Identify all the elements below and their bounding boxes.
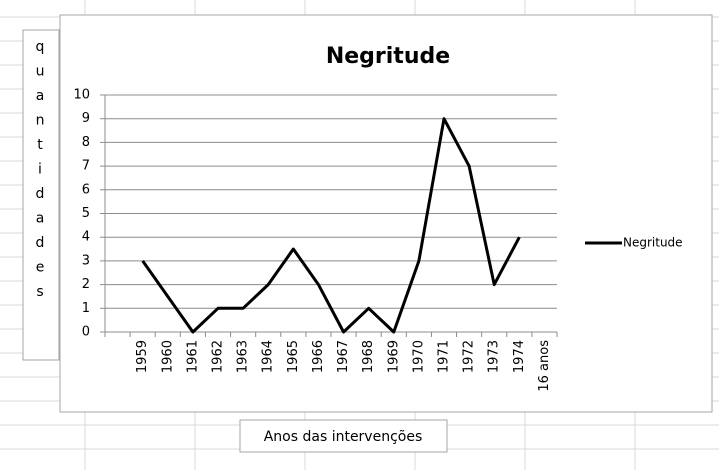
y-tick-label: 1 (82, 301, 90, 316)
x-title-box (239, 419, 448, 453)
x-tick-label: 1962 (211, 340, 226, 373)
x-tick-label: 1973 (487, 340, 502, 373)
y-tick-label: 8 (82, 135, 90, 150)
y-tick-label: 2 (82, 277, 90, 292)
x-tick-label: 1960 (160, 340, 175, 373)
y-tick-label: 5 (82, 206, 90, 221)
y-tick-label: 0 (82, 325, 90, 340)
x-tick-label: 1968 (361, 340, 376, 373)
x-tick-label: 1974 (512, 340, 527, 373)
x-tick-label: 16 anos (537, 340, 552, 392)
x-tick-label: 1964 (261, 340, 276, 373)
x-tick-label: 1965 (286, 340, 301, 373)
data-line (141, 117, 521, 334)
x-tick-label: 1959 (135, 340, 150, 373)
y-tick-label: 10 (73, 88, 90, 103)
x-tick-label: 1971 (437, 340, 452, 373)
y-tick-label: 6 (82, 182, 90, 197)
y-tick-label: 7 (82, 159, 90, 174)
x-tick-label: 1966 (311, 340, 326, 373)
x-axis-title: Anos das intervenções (264, 429, 423, 445)
x-tick-label: 1970 (411, 340, 426, 373)
legend-label: Negritude (623, 236, 683, 250)
x-tick-label: 1967 (336, 340, 351, 373)
chart-title: Negritude (326, 44, 450, 69)
x-tick-label: 1961 (185, 340, 200, 373)
x-tick-label: 1963 (236, 340, 251, 373)
y-tick-label: 4 (82, 230, 90, 245)
y-tick-label: 9 (82, 111, 90, 126)
y-tick-label: 3 (82, 253, 90, 268)
x-tick-label: 1969 (386, 340, 401, 373)
y-title-box (22, 29, 60, 361)
x-tick-label: 1972 (462, 340, 477, 373)
